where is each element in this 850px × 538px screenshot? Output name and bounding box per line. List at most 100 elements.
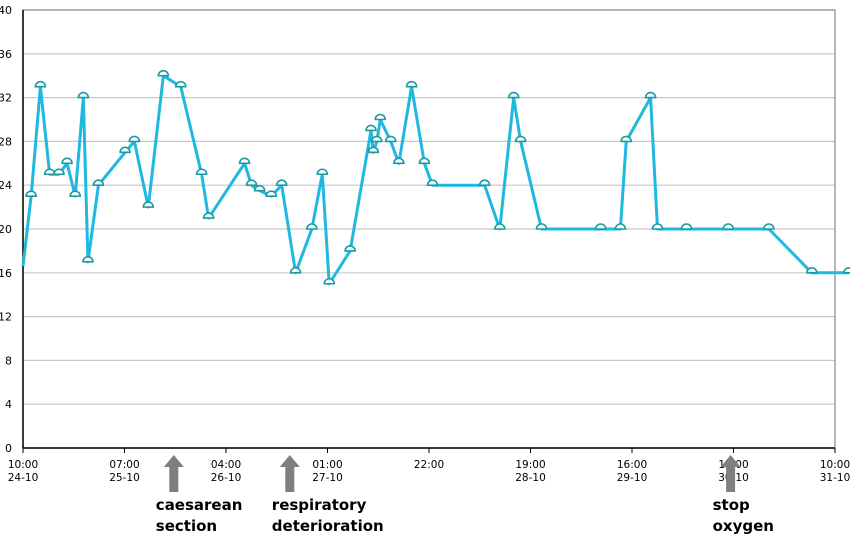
x-tick-time: 04:00: [211, 459, 241, 471]
data-point: [174, 80, 187, 88]
data-point: [594, 223, 607, 230]
data-point: [43, 168, 56, 176]
x-tick-time: 10:00: [8, 459, 38, 471]
y-tick-label: 20: [0, 223, 12, 236]
y-tick-label: 12: [0, 311, 12, 324]
data-point: [374, 113, 387, 121]
data-point: [651, 223, 664, 230]
x-tick-time: 16:00: [617, 459, 647, 471]
data-point: [418, 157, 431, 165]
data-point-marker: [493, 223, 506, 230]
annotation: caesarean section: [156, 455, 243, 535]
annotation-label: oxygen: [713, 517, 774, 535]
x-tick-date: 31-10: [820, 472, 850, 484]
data-point: [245, 179, 258, 186]
y-tick-label: 16: [0, 267, 12, 280]
y-tick-label: 0: [5, 442, 12, 455]
data-point-marker: [478, 179, 491, 186]
data-point: [128, 135, 141, 143]
data-point-marker: [202, 212, 215, 219]
data-point-marker: [535, 223, 548, 230]
data-point: [405, 80, 418, 88]
up-arrow-icon: [720, 455, 741, 492]
data-point-marker: [245, 179, 258, 186]
data-point: [493, 223, 506, 230]
data-point: [289, 267, 302, 274]
x-tick-time: 10:00: [820, 459, 850, 471]
data-point: [393, 157, 405, 165]
data-point-marker: [507, 91, 520, 99]
data-point: [722, 223, 735, 230]
x-axis-ticks: 10:0024-1007:0025-1004:0026-1001:0027-10…: [8, 448, 850, 484]
data-point-marker: [275, 179, 288, 186]
y-tick-label: 32: [0, 92, 12, 105]
data-point-marker: [253, 184, 266, 192]
y-tick-label: 36: [0, 48, 12, 61]
data-point: [763, 223, 775, 230]
data-point: [644, 91, 657, 99]
x-tick-time: 22:00: [414, 459, 444, 471]
data-point-marker: [289, 267, 302, 274]
y-tick-label: 24: [0, 179, 12, 192]
data-point-marker: [92, 179, 105, 186]
annotation: stop oxygen: [713, 455, 774, 535]
data-point-marker: [128, 135, 141, 143]
data-point-marker: [418, 157, 431, 165]
data-point: [620, 135, 633, 143]
x-tick-date: 26-10: [211, 472, 242, 484]
data-point: [92, 179, 105, 186]
data-point: [478, 179, 491, 186]
data-point-marker: [25, 190, 37, 197]
annotation-label: deterioration: [272, 517, 384, 535]
data-point-marker: [34, 80, 47, 88]
x-tick-date: 24-10: [8, 472, 39, 484]
data-point: [680, 223, 693, 230]
data-point: [34, 80, 47, 88]
data-point-marker: [53, 168, 65, 176]
data-point-marker: [644, 91, 657, 99]
data-point-marker: [426, 179, 439, 186]
data-point-marker: [142, 201, 155, 208]
data-point: [805, 267, 818, 274]
data-point-marker: [722, 223, 735, 230]
y-tick-label: 40: [0, 4, 12, 17]
data-point-marker: [323, 278, 336, 285]
data-point-marker: [384, 135, 397, 143]
annotation-label: stop: [713, 496, 750, 514]
data-point-marker: [77, 91, 90, 99]
data-point: [323, 278, 336, 285]
data-point: [370, 135, 383, 143]
annotation: respiratory deterioration: [272, 455, 384, 535]
data-point: [275, 179, 288, 186]
annotation-label: caesarean: [156, 496, 243, 514]
up-arrow-icon: [279, 455, 300, 492]
data-point: [82, 256, 94, 263]
data-point: [157, 69, 170, 77]
data-point: [77, 91, 90, 99]
data-point: [25, 190, 37, 197]
data-point: [238, 157, 251, 165]
data-point: [316, 168, 329, 176]
data-point-marker: [82, 256, 94, 263]
data-point-marker: [316, 168, 329, 176]
data-point-marker: [393, 157, 405, 165]
y-axis-ticks: 0 4 8 12 16 20 24 28 32 36 40: [0, 4, 12, 455]
data-point-marker: [370, 135, 383, 143]
data-point-marker: [367, 146, 380, 154]
data-point: [365, 124, 377, 132]
data-point-marker: [374, 113, 387, 121]
y-tick-label: 8: [5, 354, 12, 367]
data-point: [61, 157, 73, 165]
data-point: [426, 179, 439, 186]
data-point-marker: [594, 223, 607, 230]
data-point-marker: [61, 157, 73, 165]
data-point-marker: [69, 190, 82, 197]
data-point: [614, 223, 627, 230]
data-point: [507, 91, 520, 99]
data-point-marker: [651, 223, 664, 230]
data-point-marker: [514, 135, 527, 143]
data-point: [53, 168, 65, 176]
data-series: [21, 69, 850, 286]
x-tick-time: 01:00: [312, 459, 342, 471]
